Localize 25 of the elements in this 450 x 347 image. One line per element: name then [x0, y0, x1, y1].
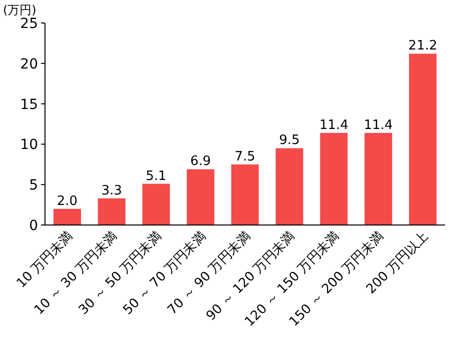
bar — [409, 54, 437, 225]
data-label: 9.5 — [279, 133, 300, 148]
data-label: 21.2 — [408, 38, 438, 54]
bar — [53, 208, 81, 225]
data-label: 11.4 — [364, 118, 393, 133]
bar — [98, 198, 126, 225]
bar — [276, 148, 304, 225]
y-tick-label: 5 — [29, 178, 38, 194]
y-tick-label: 0 — [29, 218, 38, 234]
y-tick-label: 15 — [20, 96, 38, 113]
bar — [320, 132, 348, 225]
y-tick-label: 20 — [20, 56, 38, 72]
y-tick-label: 25 — [20, 16, 38, 32]
y-tick-label: 10 — [20, 137, 38, 154]
bar — [142, 184, 170, 225]
data-label: 3.3 — [101, 183, 122, 198]
bar — [231, 164, 259, 225]
data-label: 11.4 — [319, 118, 348, 133]
y-axis-title: (万円) — [3, 3, 36, 17]
data-label: 6.9 — [190, 154, 211, 170]
data-label: 2.0 — [56, 194, 78, 209]
bar — [364, 132, 392, 225]
data-label: 5.1 — [146, 168, 166, 184]
bar — [186, 169, 214, 225]
data-label: 7.5 — [234, 149, 256, 164]
